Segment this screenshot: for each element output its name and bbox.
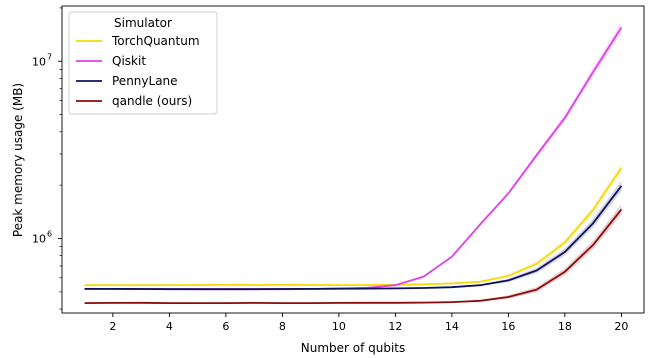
legend-entry: TorchQuantum: [111, 34, 200, 48]
series-line: [84, 185, 623, 291]
series-band: [84, 180, 622, 290]
x-tick-label: 4: [166, 320, 173, 333]
x-tick-label: 12: [388, 320, 402, 333]
plot-frame: [61, 5, 645, 314]
legend-entry: qandle (ours): [112, 94, 192, 108]
series-3: [84, 180, 623, 291]
legend-frame: [68, 11, 218, 115]
series-1: [84, 162, 623, 287]
x-tick-label: 2: [109, 320, 116, 333]
y-tick-exponent: 7: [47, 52, 52, 61]
y-tick-label: 10: [32, 233, 46, 246]
y-axis-label: Peak memory usage (MB): [11, 83, 25, 237]
x-tick-label: 6: [222, 320, 229, 333]
x-tick-label: 16: [501, 320, 515, 333]
x-axis: 2 4 6 8 10 12 14 16 18 20: [109, 313, 628, 333]
series-line: [84, 167, 623, 287]
legend: Simulator TorchQuantum Qiskit PennyLane qan…: [68, 11, 218, 115]
y-tick-label: 10: [32, 55, 46, 68]
x-tick-label: 8: [279, 320, 286, 333]
x-tick-label: 18: [558, 320, 572, 333]
x-tick-label: 14: [445, 320, 459, 333]
series-4: [84, 204, 623, 305]
y-tick-exponent: 6: [47, 230, 52, 239]
x-tick-label: 10: [332, 320, 346, 333]
series-line: [84, 208, 623, 305]
legend-entry: Qiskit: [112, 54, 146, 68]
legend-entry: PennyLane: [112, 74, 178, 88]
x-tick-label: 20: [614, 320, 628, 333]
x-axis-label: Number of qubits: [301, 341, 406, 355]
plot-marks: [84, 22, 623, 305]
legend-title: Simulator: [114, 16, 172, 30]
